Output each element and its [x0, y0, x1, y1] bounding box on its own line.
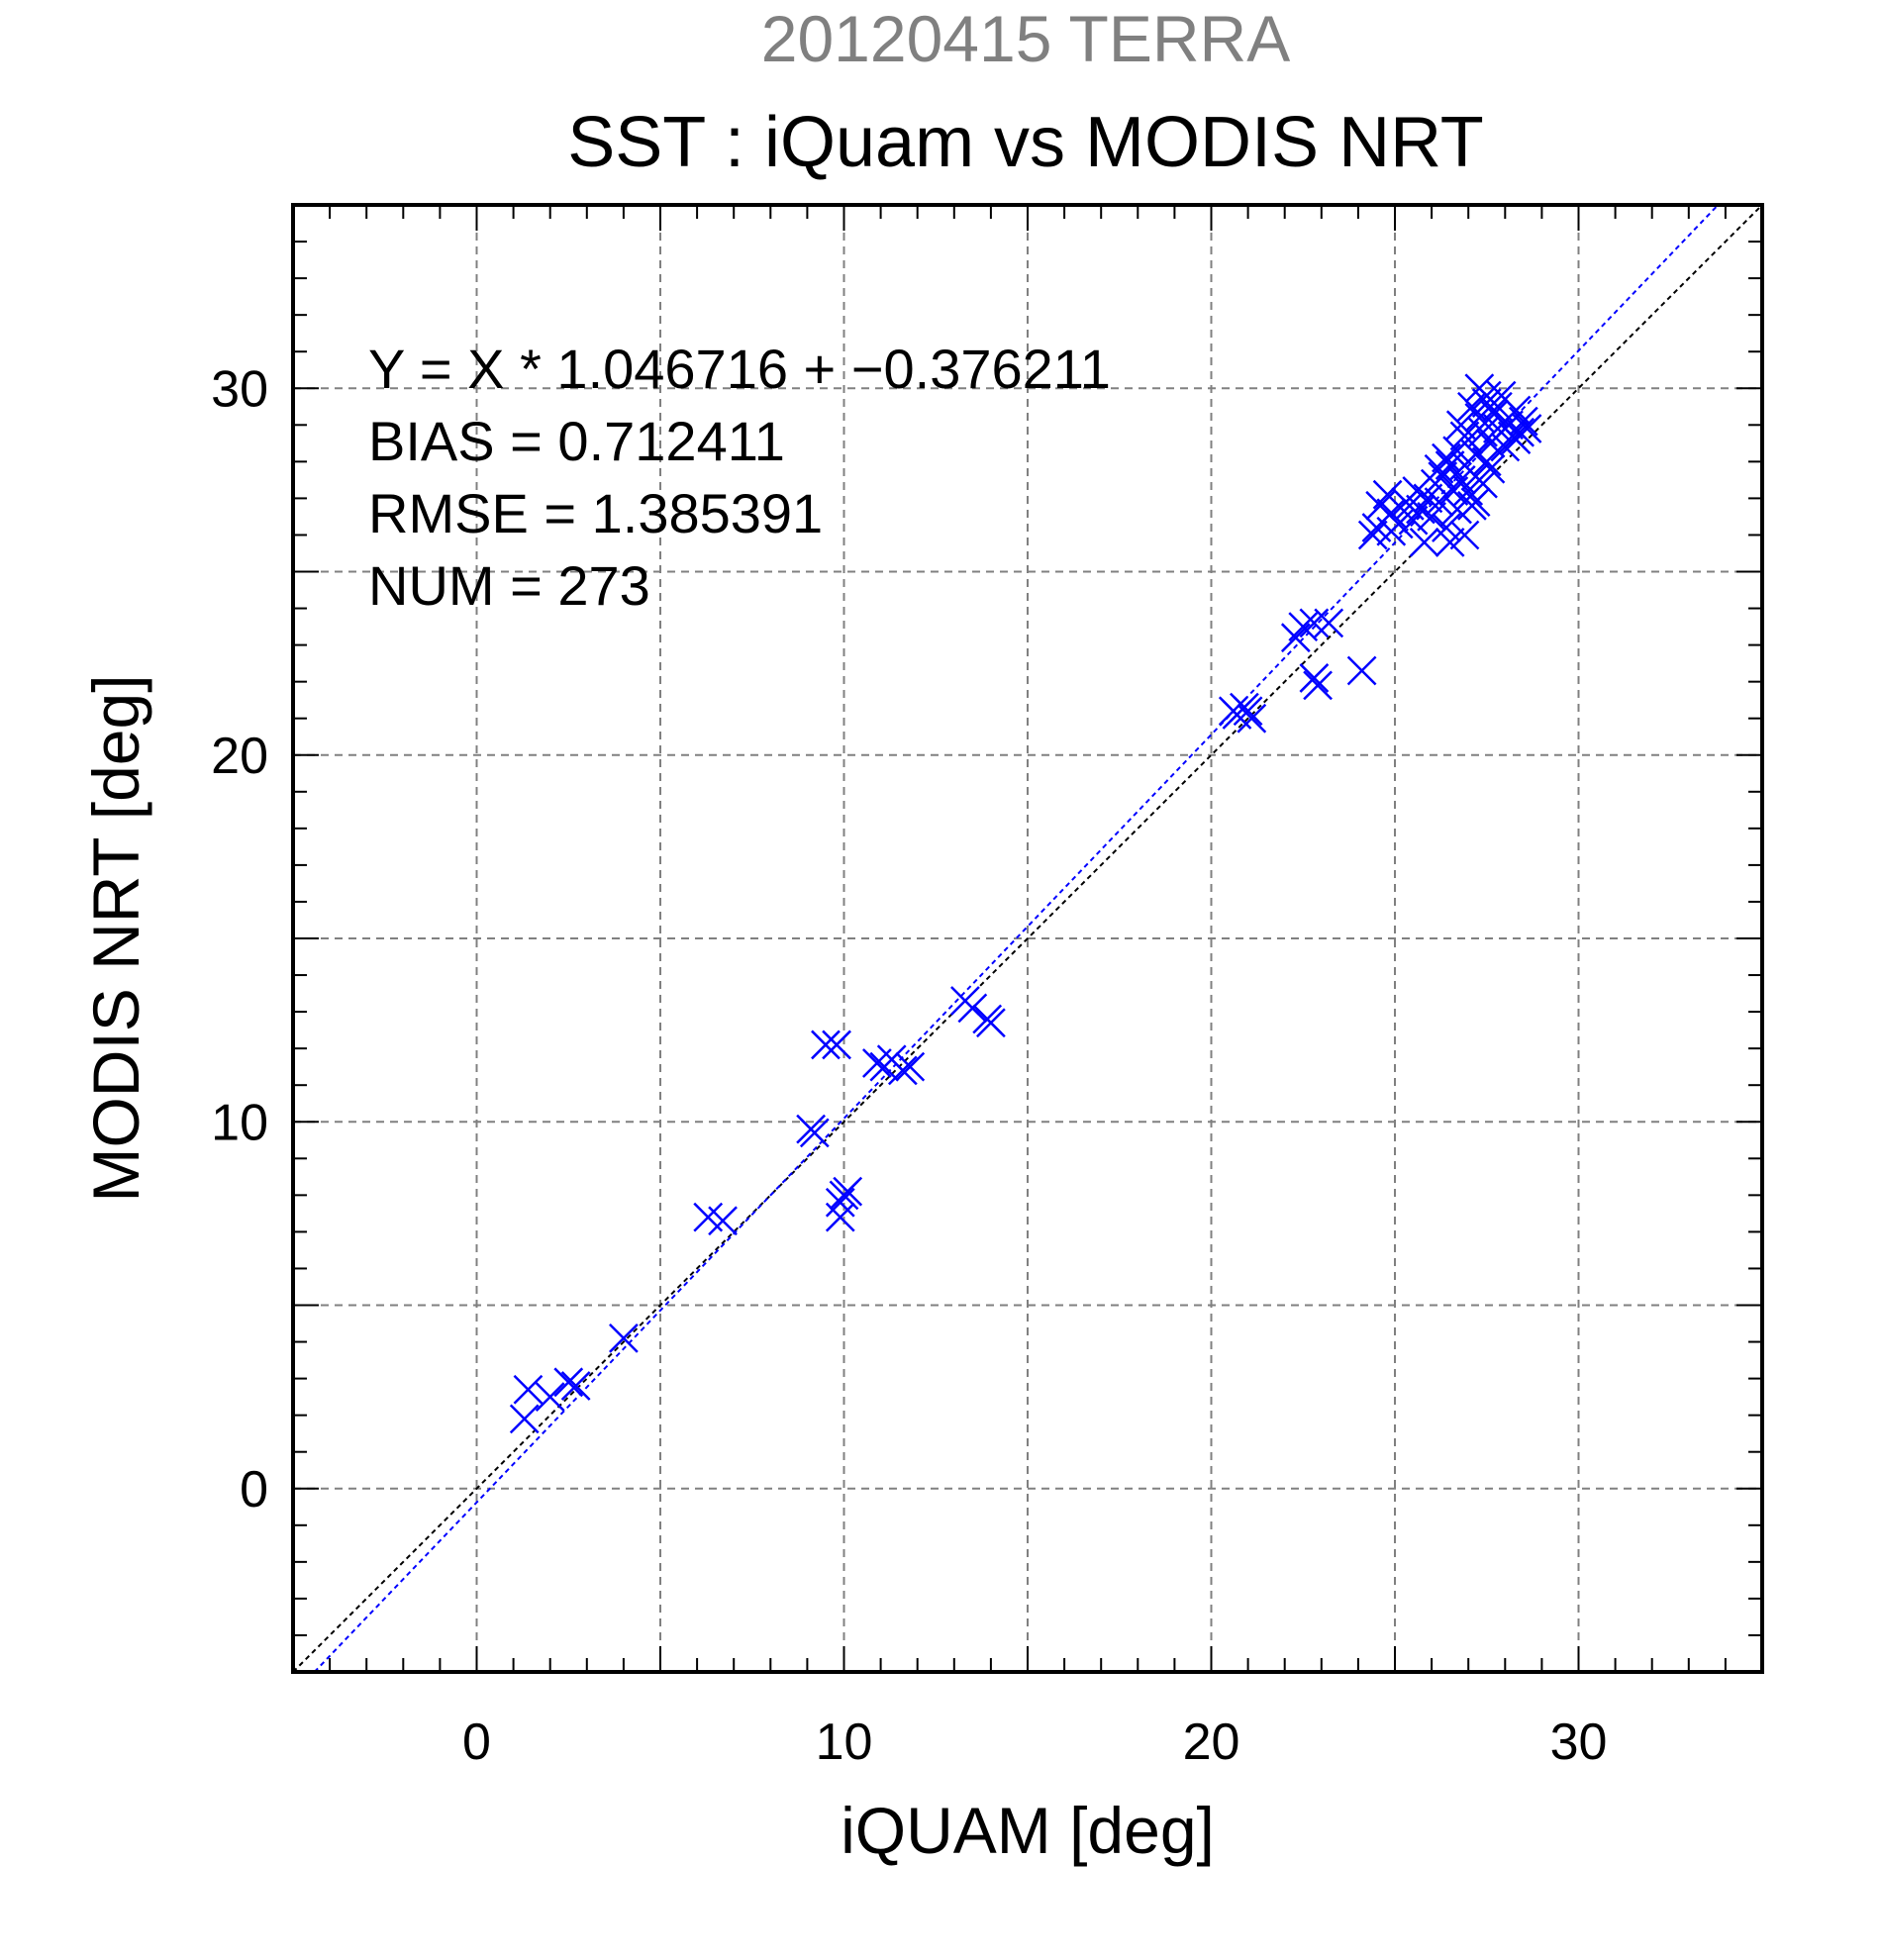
- data-point: [1299, 608, 1330, 638]
- data-point: [1435, 450, 1465, 480]
- data-point: [609, 1323, 639, 1353]
- reference-lines: [292, 204, 1763, 1673]
- data-point: [1376, 498, 1407, 529]
- stats-box: Y = X * 1.046716 + −0.376211 BIAS = 0.712…: [368, 338, 1111, 617]
- chart-title: SST : iQuam vs MODIS NRT: [567, 103, 1484, 182]
- data-point: [1233, 696, 1263, 727]
- tick-labels: 0 10 20 30 0 10 20 30: [211, 360, 1607, 1771]
- x-axis-label: iQUAM [deg]: [841, 1794, 1215, 1867]
- data-point: [1314, 608, 1344, 638]
- x-tick-label: 30: [1550, 1714, 1608, 1771]
- data-point: [1505, 417, 1535, 447]
- data-point: [535, 1382, 565, 1413]
- data-point: [1475, 453, 1506, 484]
- stats-line: NUM = 273: [368, 554, 650, 617]
- data-point: [1346, 655, 1377, 686]
- x-tick-label: 20: [1183, 1714, 1240, 1771]
- y-tick-label: 0: [240, 1461, 268, 1519]
- data-point: [513, 1374, 544, 1405]
- one-to-one-line: [292, 204, 1763, 1673]
- chart-date-title: 20120415 TERRA: [761, 2, 1290, 75]
- data-point: [833, 1176, 863, 1207]
- y-tick-label: 10: [211, 1094, 268, 1151]
- stats-line: RMSE = 1.385391: [368, 482, 823, 544]
- data-point: [553, 1367, 584, 1398]
- data-point: [1413, 483, 1443, 514]
- data-point: [1357, 520, 1388, 550]
- data-point: [1445, 410, 1476, 441]
- data-point: [811, 1029, 841, 1060]
- data-point: [708, 1206, 738, 1236]
- data-point: [1449, 421, 1480, 451]
- data-point: [1435, 527, 1465, 557]
- x-tick-label: 0: [462, 1714, 491, 1771]
- data-point: [1460, 487, 1491, 517]
- y-tick-label: 20: [211, 728, 268, 785]
- data-point: [976, 1008, 1006, 1038]
- stats-line: Y = X * 1.046716 + −0.376211: [368, 338, 1111, 400]
- data-point: [887, 1055, 918, 1086]
- data-point: [1409, 527, 1439, 557]
- data-point: [1299, 663, 1330, 693]
- data-point: [1417, 502, 1446, 532]
- data-point: [1490, 406, 1521, 437]
- data-point: [895, 1051, 926, 1082]
- data-point: [509, 1404, 540, 1434]
- y-tick-label: 30: [211, 360, 268, 418]
- minor-ticks: [292, 204, 1763, 1673]
- data-point: [957, 993, 988, 1024]
- data-point: [1303, 670, 1333, 701]
- stats-line: BIAS = 0.712411: [368, 410, 785, 472]
- data-point: [1237, 703, 1267, 734]
- data-point: [1424, 453, 1454, 484]
- data-point: [560, 1371, 591, 1401]
- data-point: [1372, 479, 1403, 510]
- data-markers: [509, 373, 1542, 1434]
- data-point: [1449, 520, 1480, 550]
- data-point: [1471, 380, 1502, 411]
- plot-frame: [291, 203, 1764, 1674]
- x-tick-label: 10: [816, 1714, 873, 1771]
- y-axis-label: MODIS NRT [deg]: [79, 674, 152, 1202]
- data-point: [1471, 446, 1502, 477]
- data-point: [822, 1029, 851, 1060]
- data-point: [1288, 612, 1319, 641]
- data-point: [799, 1118, 830, 1148]
- data-point: [1394, 490, 1425, 521]
- data-point: [1501, 425, 1532, 455]
